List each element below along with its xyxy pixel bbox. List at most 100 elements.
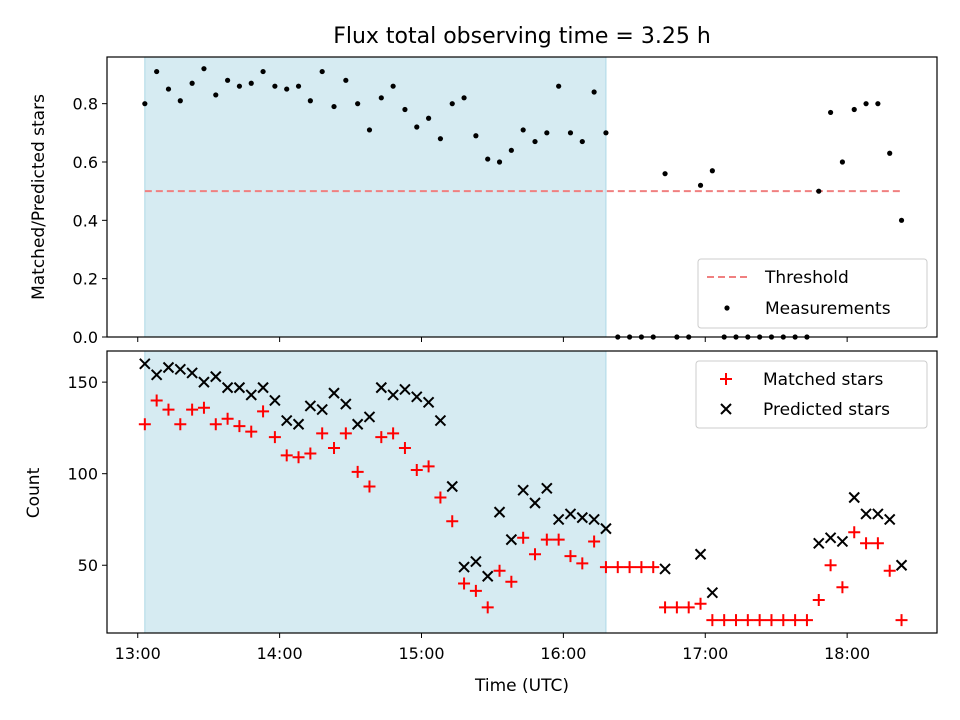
matched-stars-point	[493, 564, 506, 577]
matched-stars-point	[280, 449, 293, 462]
top-ytick-label: 0.8	[73, 95, 98, 114]
measurement-point	[343, 77, 349, 83]
predicted-stars-point	[895, 559, 908, 571]
bottom-xtick-label: 14:00	[257, 644, 303, 663]
matched-stars-point	[659, 601, 672, 614]
matched-stars-point	[221, 412, 234, 425]
predicted-stars-point	[186, 367, 198, 379]
matched-stars-point	[800, 614, 813, 627]
predicted-stars-point	[872, 508, 884, 520]
matched-stars-point	[611, 561, 624, 574]
matched-stars-point	[150, 394, 163, 407]
bottom-xtick-label: 13:00	[115, 644, 161, 663]
measurement-point	[248, 80, 254, 86]
matched-stars-point	[446, 515, 459, 528]
matched-stars-point	[434, 491, 447, 504]
matched-stars-point	[505, 575, 518, 588]
predicted-stars-point	[150, 369, 163, 381]
matched-stars-point	[848, 526, 861, 539]
measurement-point	[437, 136, 444, 142]
matched-stars-point	[387, 427, 400, 440]
predicted-stars-point	[505, 533, 518, 546]
matched-stars-point	[375, 431, 388, 444]
matched-stars-point	[777, 614, 790, 627]
predicted-stars-point	[564, 508, 577, 520]
bottom-ytick-label: 50	[78, 556, 98, 575]
predicted-stars-point	[139, 358, 151, 370]
measurement-point	[319, 68, 325, 75]
measurement-point	[402, 106, 408, 113]
matched-stars-point	[623, 561, 636, 574]
bottom-xtick-label: 16:00	[540, 644, 586, 663]
matched-stars-point	[517, 531, 530, 544]
matched-stars-point	[351, 465, 364, 478]
predicted-stars-point	[470, 555, 482, 568]
measurement-point	[827, 109, 834, 116]
matched-stars-point	[718, 614, 731, 627]
matched-stars-point	[871, 537, 884, 550]
predicted-stars-point	[458, 561, 470, 573]
predicted-stars-point	[245, 389, 257, 401]
matched-stars-point	[540, 533, 553, 546]
matched-stars-point	[576, 557, 589, 570]
measurement-point	[544, 130, 550, 136]
bottom-xtick-label: 17:00	[682, 644, 728, 663]
predicted-stars-point	[434, 414, 447, 427]
matched-stars-point	[730, 614, 743, 627]
predicted-stars-point	[411, 391, 423, 403]
matched-stars-point	[410, 464, 423, 477]
measurement-point	[556, 83, 562, 89]
matched-stars-point	[895, 614, 908, 627]
measurement-point	[496, 159, 503, 165]
matched-stars-point	[741, 614, 754, 627]
measurement-point	[461, 95, 467, 101]
measurement-point	[189, 80, 195, 86]
predicted-stars-point	[600, 522, 612, 535]
top-observing-span	[144, 56, 607, 338]
measurement-point	[697, 182, 704, 188]
matched-stars-point	[197, 401, 210, 414]
measurement-point	[591, 89, 597, 95]
predicted-stars-point	[517, 484, 529, 496]
matched-stars-point	[328, 442, 341, 455]
matched-stars-point	[174, 418, 187, 431]
matched-stars-point	[268, 431, 281, 444]
predicted-stars-point	[340, 398, 352, 410]
top-plot-frame	[106, 56, 938, 338]
matched-stars-point	[458, 577, 471, 590]
predicted-stars-point	[422, 396, 435, 408]
measurement-point	[260, 68, 266, 75]
top-ytick-label: 0.4	[73, 211, 98, 230]
bottom-plot-frame	[106, 350, 938, 634]
measurement-point	[142, 101, 148, 107]
predicted-stars-point	[813, 537, 825, 549]
predicted-stars-point	[493, 506, 506, 518]
measurement-point	[224, 77, 231, 83]
top-measurement-marks	[142, 66, 905, 340]
predicted-stars-point	[836, 535, 849, 548]
measurement-point	[839, 159, 846, 165]
matched-stars-point	[706, 614, 719, 627]
legend-measurements-label: Measurements	[765, 299, 891, 319]
matched-stars-point	[824, 559, 837, 572]
predicted-stars-point	[588, 513, 600, 526]
predicted-stars-point	[269, 394, 281, 407]
measurement-point	[378, 95, 384, 101]
matched-stars-point	[552, 533, 565, 546]
measurement-point	[473, 133, 479, 139]
predicted-stars-point	[482, 570, 494, 582]
matched-stars-point	[162, 403, 175, 416]
predicted-stars-point	[659, 563, 671, 575]
matched-stars-point	[304, 447, 317, 460]
measurement-point	[567, 130, 574, 136]
predicted-stars-point	[541, 482, 553, 495]
predicted-stars-point	[694, 548, 707, 560]
matched-stars-point	[860, 537, 873, 550]
matched-stars-point	[883, 564, 896, 577]
matched-stars-point	[694, 597, 707, 610]
measurement-point	[508, 147, 514, 153]
measurement-point	[165, 86, 172, 92]
measurement-point	[875, 101, 881, 107]
bottom-y-axis-label: Count	[24, 467, 44, 518]
matched-stars-point	[753, 614, 766, 627]
